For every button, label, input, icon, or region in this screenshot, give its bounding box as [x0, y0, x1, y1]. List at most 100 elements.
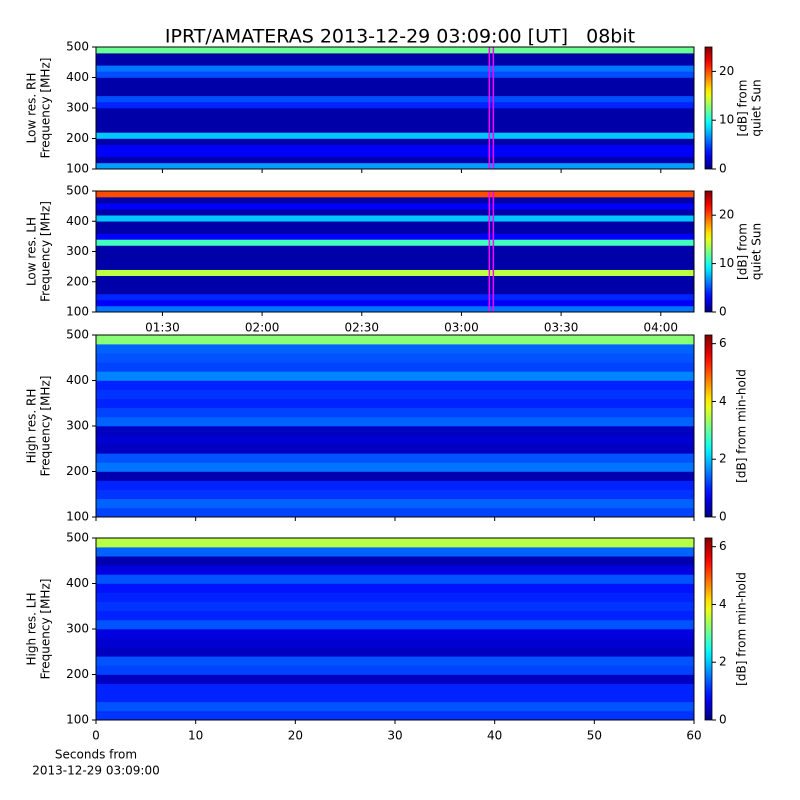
heatmap-cell: [96, 628, 694, 639]
y-axis-label: Frequency [MHz]: [39, 201, 53, 302]
y-tick-label: 400: [66, 373, 89, 387]
heatmap-cell: [96, 58, 694, 66]
heatmap-cell: [96, 156, 694, 164]
y-tick-label: 400: [66, 576, 89, 590]
heatmap-cell: [96, 126, 694, 133]
colorbar-tick-label: 2: [719, 655, 727, 669]
y-tick-label: 500: [66, 328, 89, 342]
y-tick-label: 200: [66, 667, 89, 681]
heatmap-cell: [96, 434, 694, 445]
heatmap-cell: [96, 692, 694, 703]
colorbar: [704, 190, 713, 313]
heatmap-cell: [96, 281, 694, 289]
heatmap-cell: [96, 453, 694, 463]
heatmap-cell: [96, 343, 694, 354]
y-axis-label: Low res. LH: [25, 217, 39, 286]
y-axis-label: Frequency [MHz]: [39, 579, 53, 680]
y-tick-label: 300: [66, 622, 89, 636]
heatmap-cell: [96, 471, 694, 481]
heatmap-cell: [96, 334, 694, 345]
heatmap-cell: [96, 52, 694, 60]
colorbar-tick-label: 2: [719, 452, 727, 466]
y-axis-label: Low res. RH: [25, 73, 39, 144]
colorbar-tick-label: 4: [719, 597, 727, 611]
x-tick-label: 20: [288, 729, 303, 743]
x-tick-label: 01:30: [145, 321, 180, 335]
colorbar-tick-label: 10: [719, 256, 734, 270]
heatmap-cell: [96, 46, 694, 54]
heatmap-cell: [96, 233, 694, 240]
heatmap-cell: [96, 416, 694, 427]
x-tick-label: 02:30: [344, 321, 379, 335]
colorbar-tick-label: 0: [719, 713, 727, 727]
colorbar-tick-label: 6: [719, 336, 727, 350]
y-tick-label: 300: [66, 101, 89, 115]
heatmap-cell: [96, 138, 694, 145]
colorbar-tick-label: 6: [719, 539, 727, 553]
heatmap-cell: [96, 287, 694, 295]
heatmap-cell: [96, 592, 694, 602]
heatmap-cell: [96, 83, 694, 90]
heatmap-cell: [96, 537, 694, 548]
heatmap-cell: [96, 425, 694, 436]
colorbar-tick-label: 20: [719, 64, 734, 78]
heatmap-cell: [96, 299, 694, 307]
x-tick-label: 30: [387, 729, 402, 743]
y-tick-label: 100: [66, 305, 89, 319]
colorbar-tick-label: 4: [719, 394, 727, 408]
x-tick-label: 04:00: [643, 321, 678, 335]
heatmap-cell: [96, 398, 694, 409]
heatmap-cell: [96, 305, 694, 313]
heatmap-cell: [96, 462, 694, 472]
heatmap-cell: [96, 202, 694, 210]
heatmap-cell: [96, 480, 694, 490]
y-axis-label: High res. RH: [25, 389, 39, 464]
heatmap-cell: [96, 583, 694, 593]
heatmap-cell: [96, 293, 694, 301]
heatmap-cell: [96, 565, 694, 575]
heatmap-cell: [96, 65, 694, 72]
x-tick-label: 10: [188, 729, 203, 743]
heatmap-cell: [96, 275, 694, 283]
colorbar-label: [dB] from min-hold: [735, 572, 749, 686]
heatmap-cell: [96, 407, 694, 418]
colorbar-label: quiet Sun: [750, 223, 764, 280]
heatmap-cell: [96, 674, 694, 684]
heatmap-cell: [96, 656, 694, 666]
y-tick-label: 100: [66, 162, 89, 176]
heatmap-cell: [96, 257, 694, 264]
heatmap-cell: [96, 380, 694, 390]
y-axis-label: High res. LH: [25, 592, 39, 665]
y-tick-label: 300: [66, 419, 89, 433]
y-axis-label: Frequency [MHz]: [39, 58, 53, 159]
heatmap-cell: [96, 220, 694, 228]
heatmap-cell: [96, 389, 694, 399]
heatmap-cell: [96, 190, 694, 198]
x-tick-label: 50: [587, 729, 602, 743]
x-tick-label: 0: [92, 729, 100, 743]
y-tick-label: 400: [66, 70, 89, 84]
heatmap-cell: [96, 89, 694, 97]
heatmap-cell: [96, 610, 694, 621]
y-tick-label: 300: [66, 244, 89, 258]
heatmap-cell: [96, 144, 694, 151]
x-tick-label: 40: [487, 729, 502, 743]
heatmap-cell: [96, 263, 694, 270]
colorbar-label: [dB] from min-hold: [735, 369, 749, 483]
heatmap-cell: [96, 498, 694, 509]
colorbar-tick-label: 10: [719, 113, 734, 127]
heatmap-cell: [96, 251, 694, 258]
heatmap-cell: [96, 371, 694, 381]
y-axis-label: Frequency [MHz]: [39, 376, 53, 477]
heatmap-cell: [96, 443, 694, 454]
colorbar-tick-label: 0: [719, 162, 727, 176]
colorbar: [704, 46, 713, 170]
y-tick-label: 500: [66, 531, 89, 545]
colorbar: [704, 537, 713, 721]
heatmap-cell: [96, 637, 694, 648]
heatmap-cell: [96, 362, 694, 372]
colorbar-tick-label: 20: [719, 208, 734, 222]
heatmap-cell: [96, 119, 694, 127]
y-tick-label: 200: [66, 131, 89, 145]
heatmap-cell: [96, 150, 694, 158]
